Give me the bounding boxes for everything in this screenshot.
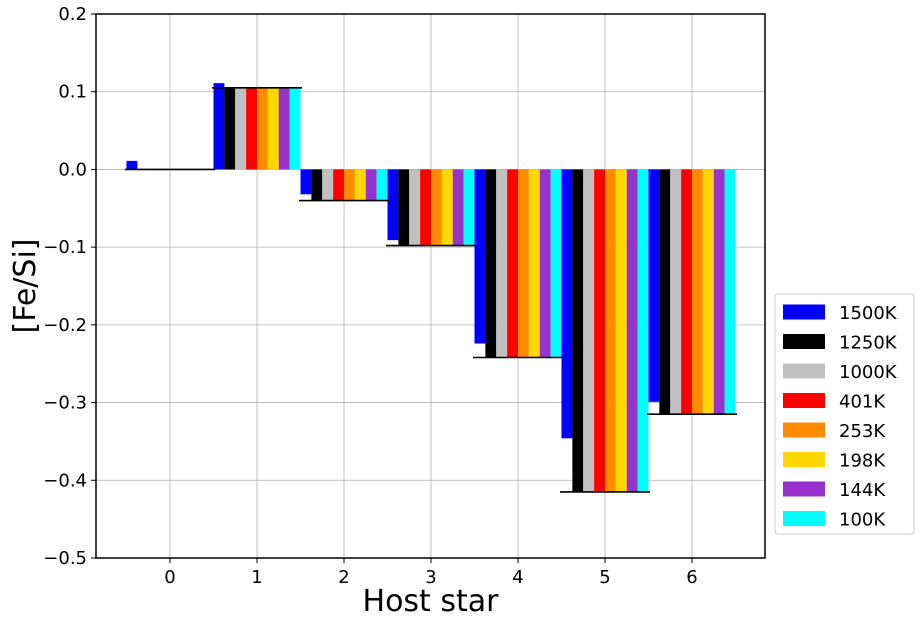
bar-100K-5 <box>637 169 649 492</box>
bar-1500K-1 <box>213 83 225 170</box>
bar-1250K-1 <box>224 87 236 170</box>
y-tick-label: −0.1 <box>43 237 87 258</box>
bar-1500K-4 <box>474 169 486 344</box>
y-axis-ticks: −0.5 −0.4 −0.3 −0.2 −0.1 0.0 0.1 0.2 <box>43 4 96 569</box>
bar-1000K-1 <box>235 87 247 170</box>
x-axis-ticks: 0 1 2 3 4 5 6 <box>164 558 698 588</box>
legend-label-253K: 253K <box>839 421 886 442</box>
legend-label-401K: 401K <box>839 392 886 413</box>
y-tick-label: 0.0 <box>58 159 87 180</box>
x-axis-title: Host star <box>363 584 500 619</box>
bar-1250K-6 <box>659 169 671 415</box>
legend-label-198K: 198K <box>839 451 886 472</box>
legend-label-1000K: 1000K <box>839 362 898 383</box>
bar-1500K-3 <box>387 169 399 241</box>
bar-1250K-4 <box>485 169 497 358</box>
y-tick-label: −0.4 <box>43 470 87 491</box>
bar-253K-4 <box>518 169 529 358</box>
bar-1000K-3 <box>409 169 421 246</box>
legend-swatch-1000K <box>783 363 825 379</box>
legend-label-144K: 144K <box>839 480 886 501</box>
bar-1000K-4 <box>496 169 508 358</box>
bar-401K-4 <box>507 169 518 358</box>
bar-1500K-2 <box>300 169 312 195</box>
legend-swatch-198K <box>783 452 825 467</box>
legend-swatch-1250K <box>783 334 825 349</box>
bar-1500K-0 <box>126 160 138 170</box>
y-tick-label: 0.2 <box>58 4 87 25</box>
bar-253K-1 <box>257 87 268 170</box>
bar-144K-4 <box>539 169 551 358</box>
legend-swatch-253K <box>783 422 825 438</box>
x-tick-label: 5 <box>599 567 610 588</box>
bar-401K-5 <box>594 169 605 492</box>
legend-label-1250K: 1250K <box>839 333 898 354</box>
bar-1250K-2 <box>311 169 323 201</box>
bar-144K-1 <box>278 87 290 170</box>
bar-401K-2 <box>333 169 344 201</box>
x-tick-label: 1 <box>251 567 262 588</box>
legend-swatch-144K <box>783 481 825 497</box>
legend-frame <box>774 293 915 535</box>
bar-100K-1 <box>289 87 301 170</box>
x-tick-label: 4 <box>512 567 523 588</box>
bar-1000K-5 <box>583 169 595 492</box>
bar-100K-2 <box>376 169 388 201</box>
y-axis-title: [Fe/Si] <box>8 239 43 334</box>
legend-swatch-100K <box>783 511 825 526</box>
legend-label-100K: 100K <box>839 510 886 531</box>
legend: 1500K 1250K 1000K 401K 253K 198K 144K 100K <box>774 293 915 535</box>
bar-1500K-5 <box>561 169 573 439</box>
bar-198K-3 <box>441 169 453 246</box>
legend-swatch-1500K <box>783 304 825 320</box>
bar-198K-5 <box>615 169 627 492</box>
bar-198K-6 <box>702 169 714 415</box>
y-tick-label: −0.5 <box>43 548 87 569</box>
bar-100K-6 <box>724 169 736 415</box>
bar-253K-2 <box>344 169 355 201</box>
bar-401K-3 <box>420 169 431 246</box>
bar-401K-6 <box>681 169 692 415</box>
bar-198K-1 <box>267 87 279 170</box>
bar-1500K-6 <box>648 169 660 402</box>
y-tick-label: 0.1 <box>58 82 87 103</box>
legend-swatch-401K <box>783 393 825 408</box>
y-tick-label: −0.3 <box>43 393 87 414</box>
bar-1000K-6 <box>670 169 682 415</box>
bar-144K-3 <box>452 169 464 246</box>
bar-144K-5 <box>626 169 638 492</box>
bar-253K-6 <box>692 169 703 415</box>
bar-144K-6 <box>713 169 725 415</box>
bar-253K-5 <box>605 169 616 492</box>
bar-253K-3 <box>431 169 442 246</box>
x-tick-label: 6 <box>686 567 697 588</box>
bar-401K-1 <box>246 87 257 170</box>
reference-lines <box>125 87 737 493</box>
bar-144K-2 <box>365 169 377 201</box>
bar-100K-3 <box>463 169 475 246</box>
bar-1250K-5 <box>572 169 584 492</box>
bar-100K-4 <box>550 169 562 358</box>
bar-198K-4 <box>528 169 540 358</box>
y-tick-label: −0.2 <box>43 315 87 336</box>
bar-1000K-2 <box>322 169 334 201</box>
bar-198K-2 <box>354 169 366 201</box>
bar-1250K-3 <box>398 169 410 246</box>
x-tick-label: 0 <box>164 567 175 588</box>
x-tick-label: 2 <box>338 567 349 588</box>
x-tick-label: 3 <box>425 567 436 588</box>
legend-label-1500K: 1500K <box>839 303 898 324</box>
bars <box>126 83 736 492</box>
